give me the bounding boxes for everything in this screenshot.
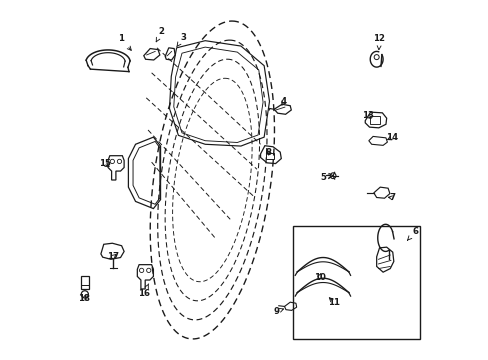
Bar: [369, 116, 379, 124]
Text: 10: 10: [313, 273, 325, 282]
Text: 13: 13: [361, 111, 373, 120]
Text: 8: 8: [265, 148, 271, 157]
Text: 11: 11: [327, 298, 339, 307]
Text: 14: 14: [385, 133, 397, 142]
Text: 9: 9: [273, 307, 283, 316]
Text: 15: 15: [98, 159, 110, 168]
Text: 17: 17: [107, 252, 119, 261]
Text: 12: 12: [373, 35, 385, 50]
Text: 2: 2: [156, 27, 164, 42]
Text: 16: 16: [138, 284, 149, 298]
Text: 1: 1: [118, 35, 131, 50]
Text: 7: 7: [387, 193, 395, 202]
Text: 4: 4: [280, 97, 286, 106]
Text: 6: 6: [407, 227, 417, 240]
Text: 5: 5: [320, 173, 331, 182]
Text: 18: 18: [78, 294, 90, 303]
Bar: [266, 153, 274, 159]
Bar: [81, 276, 88, 289]
Bar: [292, 226, 419, 339]
Text: 3: 3: [176, 33, 186, 47]
